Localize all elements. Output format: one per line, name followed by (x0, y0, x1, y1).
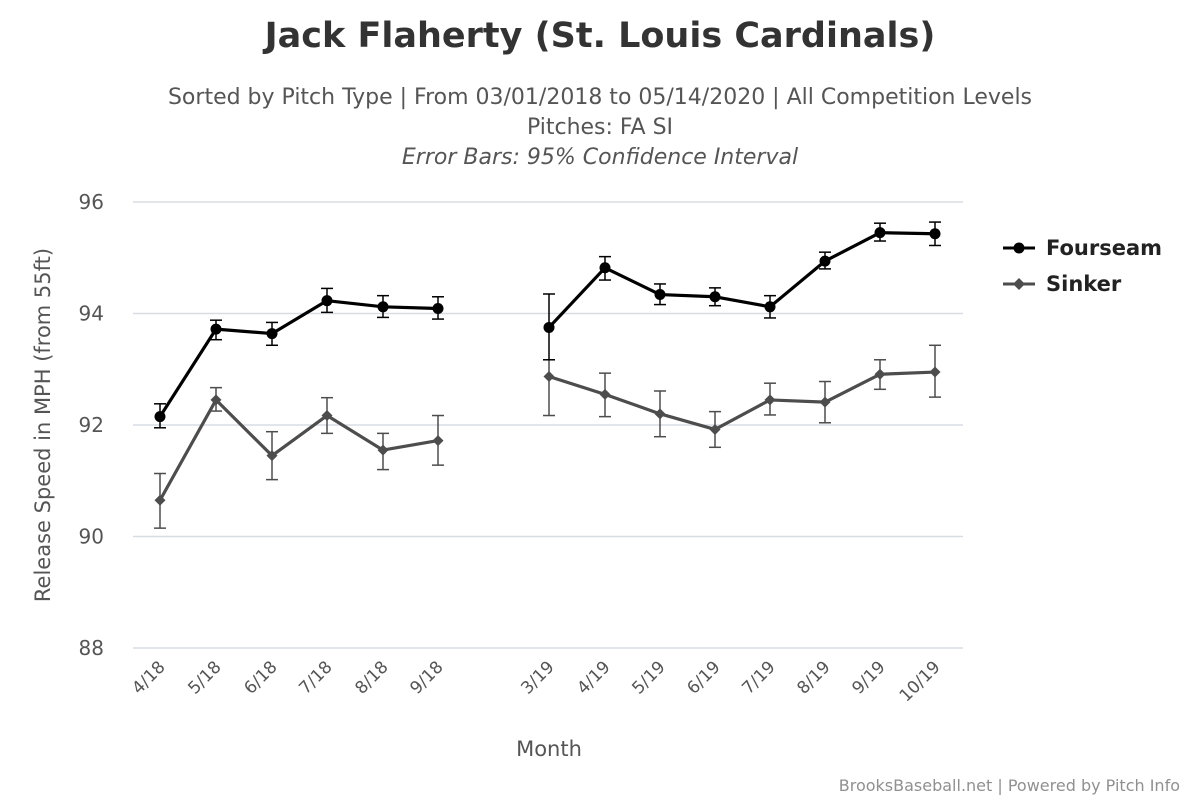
data-point-sinker[interactable] (266, 450, 278, 462)
legend-sinker-marker (1013, 278, 1025, 290)
data-point-sinker[interactable] (819, 396, 831, 408)
y-tick-label: 90 (79, 525, 104, 549)
x-axis-label: Month (516, 737, 582, 761)
series-fourseam (154, 221, 941, 429)
series-line-sinker (548, 370, 936, 432)
x-tick-label: 7/18 (295, 657, 336, 698)
y-tick-label: 92 (79, 413, 104, 437)
chart-subtitle-range: Sorted by Pitch Type | From 03/01/2018 t… (168, 85, 1032, 110)
x-tick-label: 7/19 (738, 657, 779, 698)
data-point-fourseam[interactable] (266, 328, 278, 340)
data-point-fourseam[interactable] (654, 289, 666, 301)
x-tick-label: 5/19 (628, 657, 669, 698)
legend-fourseam-marker (1013, 242, 1025, 254)
data-point-fourseam[interactable] (543, 321, 555, 333)
data-point-fourseam[interactable] (764, 301, 776, 313)
x-tick-label: 4/18 (128, 657, 169, 698)
series-line-fourseam (158, 299, 439, 418)
data-point-sinker[interactable] (543, 370, 555, 382)
x-tick-label: 8/18 (351, 657, 392, 698)
series-layer (154, 221, 941, 529)
data-point-fourseam[interactable] (377, 301, 389, 313)
series-line-fourseam (547, 231, 936, 329)
legend-item-fourseam[interactable]: Fourseam (1003, 236, 1162, 260)
data-point-sinker[interactable] (599, 388, 611, 400)
data-point-sinker[interactable] (764, 394, 776, 406)
data-point-fourseam[interactable] (154, 411, 166, 423)
data-point-fourseam[interactable] (432, 302, 444, 314)
x-tick-label: 6/19 (683, 657, 724, 698)
y-tick-label: 88 (79, 636, 104, 660)
data-point-sinker[interactable] (210, 394, 222, 406)
data-point-fourseam[interactable] (210, 323, 222, 335)
data-point-sinker[interactable] (432, 435, 444, 447)
legend-item-sinker[interactable]: Sinker (1003, 272, 1122, 296)
data-point-sinker[interactable] (929, 366, 941, 378)
x-tick-label: 10/19 (896, 657, 945, 706)
x-axis-ticks: 4/18 5/18 6/18 7/18 8/18 9/18 3/19 4/19 5/19 6/19… (128, 657, 944, 706)
x-tick-label: 8/19 (793, 657, 834, 698)
series-sinker (154, 344, 941, 529)
data-point-sinker[interactable] (154, 494, 166, 506)
data-point-sinker[interactable] (321, 410, 333, 422)
data-point-fourseam[interactable] (929, 228, 941, 240)
data-point-fourseam[interactable] (321, 295, 333, 307)
legend: Fourseam Sinker (1003, 236, 1162, 296)
data-point-sinker[interactable] (377, 444, 389, 456)
x-tick-label: 9/19 (848, 657, 889, 698)
data-point-sinker[interactable] (709, 423, 721, 435)
y-axis-ticks: 88 90 92 94 96 (79, 190, 104, 660)
chart-subtitle-pitches: Pitches: FA SI (527, 115, 673, 140)
x-tick-label: 6/18 (240, 657, 281, 698)
x-tick-label: 5/18 (184, 657, 225, 698)
series-line-sinker (158, 398, 439, 502)
chart-subtitle-error-bars: Error Bars: 95% Confidence Interval (402, 145, 798, 170)
data-point-sinker[interactable] (654, 408, 666, 420)
y-axis-label: Release Speed in MPH (from 55ft) (31, 248, 55, 602)
data-point-fourseam[interactable] (709, 291, 721, 303)
legend-fourseam-label: Fourseam (1046, 236, 1162, 260)
data-point-sinker[interactable] (874, 368, 886, 380)
grid-lines (133, 201, 963, 649)
data-point-fourseam[interactable] (599, 262, 611, 274)
data-point-fourseam[interactable] (874, 227, 886, 239)
chart-title: Jack Flaherty (St. Louis Cardinals) (263, 16, 936, 56)
x-tick-label: 3/19 (517, 657, 558, 698)
y-tick-label: 94 (79, 302, 104, 326)
data-point-fourseam[interactable] (819, 255, 831, 267)
credits: BrooksBaseball.net | Powered by Pitch In… (839, 776, 1180, 795)
error-bar-sinker (543, 359, 555, 417)
y-tick-label: 96 (79, 190, 104, 214)
legend-sinker-label: Sinker (1046, 272, 1122, 296)
x-tick-label: 4/19 (573, 657, 614, 698)
x-tick-label: 9/18 (406, 657, 447, 698)
